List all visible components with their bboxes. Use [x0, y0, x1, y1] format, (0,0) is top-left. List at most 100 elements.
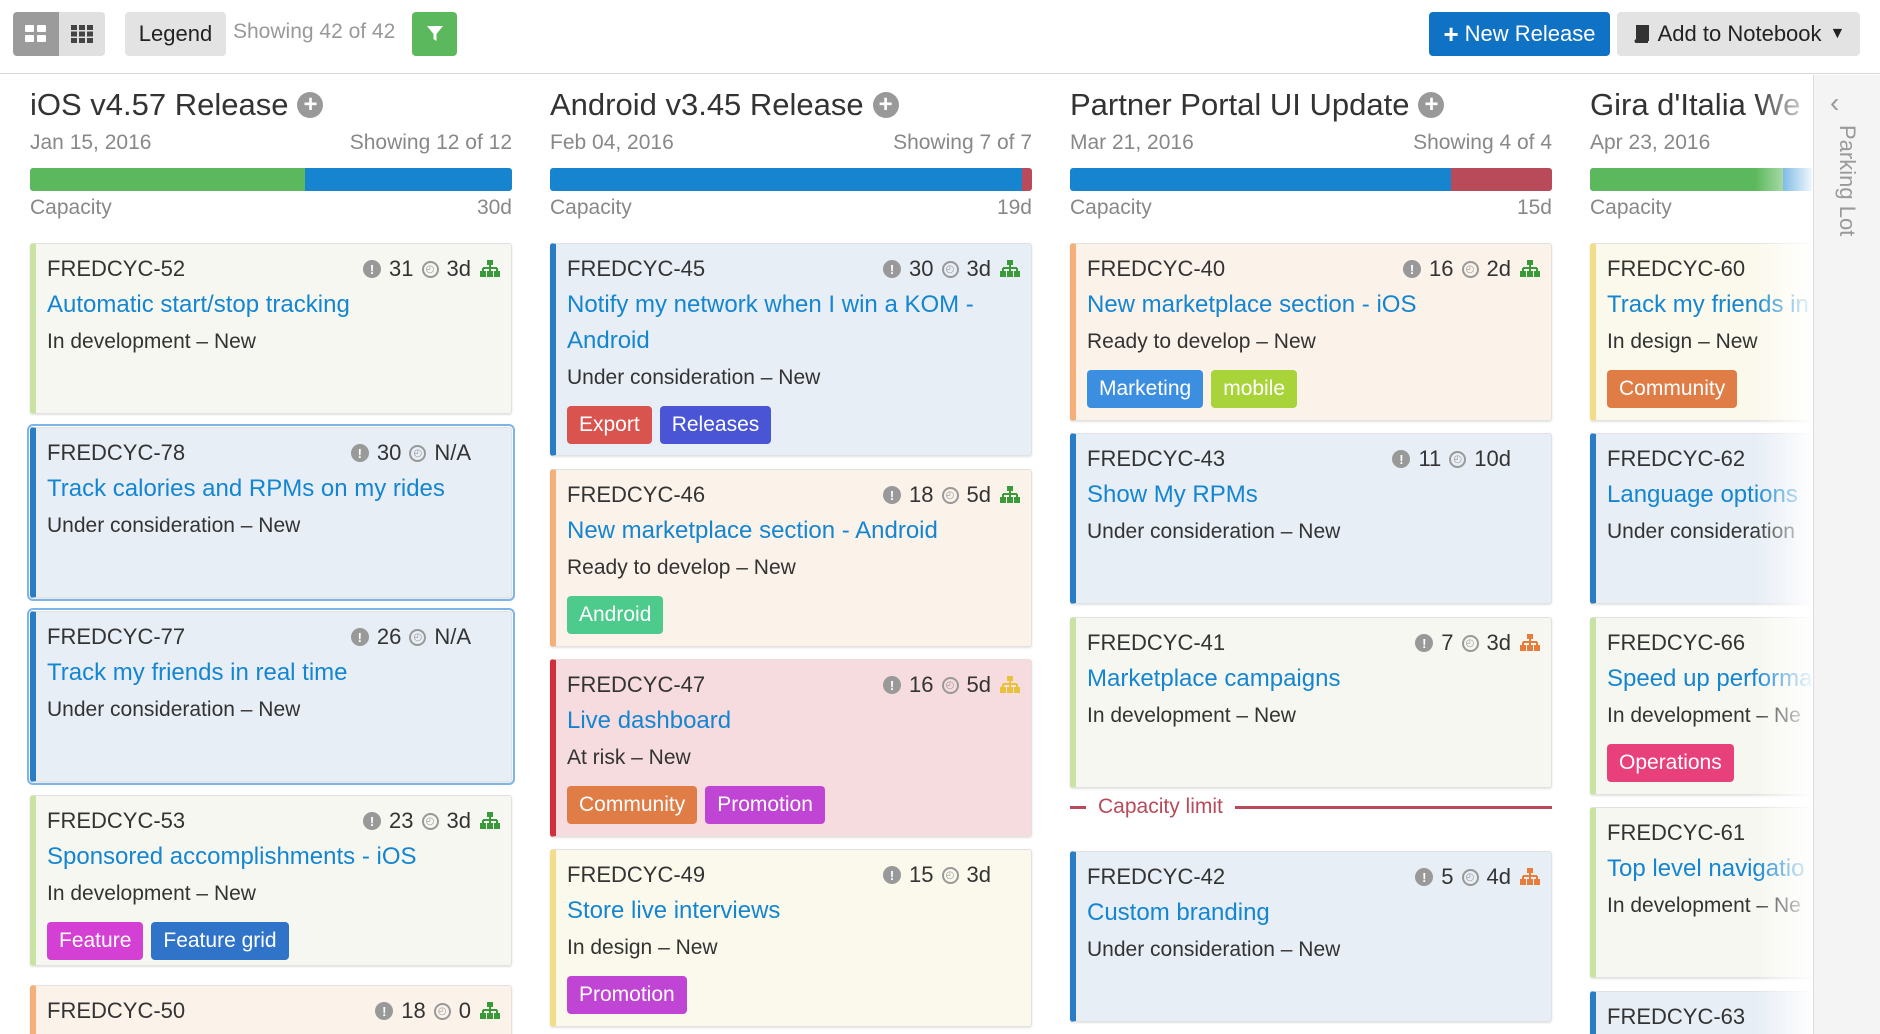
- card-score: 18: [401, 998, 426, 1023]
- release-showing: Showing 4 of 4: [1413, 131, 1552, 154]
- card-title[interactable]: New marketplace section - iOS: [1087, 291, 1417, 318]
- card-title[interactable]: Live dashboard: [567, 707, 732, 734]
- release-title[interactable]: Partner Portal UI Update +: [1070, 87, 1445, 123]
- feature-card[interactable]: FREDCYC-66 Speed up performa In developmen…: [1590, 617, 1812, 795]
- card-time: 10d: [1474, 446, 1511, 471]
- capacity-segment: [550, 168, 1023, 191]
- card-id[interactable]: FREDCYC-61: [1607, 820, 1746, 845]
- release-title[interactable]: Gira d'Italia We: [1590, 87, 1801, 122]
- release-column: iOS v4.57 Release + Jan 15, 2016 Showing …: [27, 75, 515, 1034]
- tag[interactable]: mobile: [1211, 370, 1298, 408]
- card-id[interactable]: FREDCYC-77: [47, 624, 186, 649]
- card-id[interactable]: FREDCYC-45: [567, 256, 706, 281]
- card-id[interactable]: FREDCYC-53: [47, 808, 186, 833]
- chevron-left-icon[interactable]: ‹: [1830, 87, 1840, 118]
- card-title[interactable]: Top level navigatio: [1607, 855, 1805, 882]
- feature-card[interactable]: FREDCYC-77! 26 ◴ N/A Track my friends in rea…: [27, 608, 515, 785]
- card-tags: Operations: [1607, 744, 1734, 782]
- card-title[interactable]: Notify my network when I win a KOM - And…: [567, 291, 974, 354]
- feature-card[interactable]: FREDCYC-41! 7 ◴ 3d Marketplace campaigns In d…: [1070, 617, 1552, 788]
- tag[interactable]: Export: [567, 406, 652, 444]
- card-time: N/A: [434, 440, 471, 465]
- card-title[interactable]: Track my friends in real time: [47, 659, 348, 686]
- card-time: 3d: [966, 862, 991, 887]
- card-id[interactable]: FREDCYC-41: [1087, 630, 1226, 655]
- card-title[interactable]: Speed up performa: [1607, 665, 1812, 692]
- tag[interactable]: Releases: [659, 406, 772, 444]
- legend-button[interactable]: Legend: [125, 12, 226, 56]
- feature-card[interactable]: FREDCYC-46! 18 ◴ 5d New marketplace section …: [550, 469, 1032, 647]
- tag[interactable]: Feature: [47, 922, 144, 960]
- card-id[interactable]: FREDCYC-46: [567, 482, 706, 507]
- card-title[interactable]: Language options: [1607, 481, 1798, 508]
- card-title[interactable]: Sponsored accomplishments - iOS: [47, 843, 417, 870]
- feature-card[interactable]: FREDCYC-49! 15 ◴ 3d Store live interviews In …: [550, 849, 1032, 1027]
- feature-card[interactable]: FREDCYC-62 Language options Under consider…: [1590, 433, 1812, 604]
- card-id[interactable]: FREDCYC-42: [1087, 864, 1226, 889]
- card-title[interactable]: Track my friends in: [1607, 291, 1809, 318]
- hierarchy-icon: [1520, 634, 1540, 651]
- tag[interactable]: Community: [567, 786, 698, 824]
- tag[interactable]: Operations: [1607, 744, 1734, 782]
- card-id[interactable]: FREDCYC-43: [1087, 446, 1226, 471]
- feature-card[interactable]: FREDCYC-61 Top level navigatio In developm…: [1590, 807, 1812, 978]
- card-id[interactable]: FREDCYC-63: [1607, 1004, 1746, 1029]
- card-id[interactable]: FREDCYC-78: [47, 440, 186, 465]
- feature-card[interactable]: FREDCYC-50! 18 ◴ 0: [30, 985, 512, 1034]
- clock-icon: ◴: [409, 628, 427, 646]
- grid-view-button[interactable]: [59, 12, 105, 56]
- release-title[interactable]: Android v3.45 Release +: [550, 87, 899, 123]
- add-to-notebook-button[interactable]: Add to Notebook ▼: [1617, 12, 1860, 56]
- card-id[interactable]: FREDCYC-62: [1607, 446, 1746, 471]
- tag[interactable]: Android: [567, 596, 664, 634]
- card-title[interactable]: Show My RPMs: [1087, 481, 1258, 508]
- card-title[interactable]: Track calories and RPMs on my rides: [47, 475, 445, 502]
- tag[interactable]: Marketing: [1087, 370, 1204, 408]
- feature-card[interactable]: FREDCYC-63: [1590, 991, 1812, 1034]
- card-title[interactable]: New marketplace section - Android: [567, 517, 938, 544]
- tag[interactable]: Promotion: [705, 786, 825, 824]
- card-id[interactable]: FREDCYC-50: [47, 998, 186, 1023]
- card-title[interactable]: Marketplace campaigns: [1087, 665, 1341, 692]
- new-release-button[interactable]: + New Release: [1429, 12, 1610, 56]
- new-release-label: New Release: [1464, 21, 1596, 46]
- feature-card[interactable]: FREDCYC-52! 31 ◴ 3d Automatic start/stop tra…: [30, 243, 512, 414]
- feature-card[interactable]: FREDCYC-78! 30 ◴ N/A Track calories and RPMs…: [27, 424, 515, 601]
- capacity-label: Capacity: [1590, 196, 1672, 219]
- card-id[interactable]: FREDCYC-52: [47, 256, 186, 281]
- card-title[interactable]: Store live interviews: [567, 897, 781, 924]
- feature-card[interactable]: FREDCYC-42! 5 ◴ 4d Custom branding Under cons…: [1070, 851, 1552, 1022]
- capacity-bar: [1070, 168, 1552, 191]
- add-feature-icon[interactable]: +: [1418, 92, 1445, 118]
- release-title[interactable]: iOS v4.57 Release +: [30, 87, 324, 123]
- card-id[interactable]: FREDCYC-66: [1607, 630, 1746, 655]
- card-view-button[interactable]: [13, 12, 59, 56]
- feature-card[interactable]: FREDCYC-45! 30 ◴ 3d Notify my network when I…: [550, 243, 1032, 456]
- parking-lot-panel[interactable]: ‹ Parking Lot: [1813, 75, 1880, 1034]
- feature-card[interactable]: FREDCYC-53 ! 23 ◴ 3d Sponsored accomplishment…: [30, 795, 512, 966]
- clock-icon: ◴: [433, 1002, 451, 1020]
- card-id[interactable]: FREDCYC-40: [1087, 256, 1226, 281]
- add-feature-icon[interactable]: +: [872, 92, 899, 118]
- tag[interactable]: Promotion: [567, 976, 687, 1014]
- card-title[interactable]: Custom branding: [1087, 899, 1270, 926]
- card-time: N/A: [434, 624, 471, 649]
- card-title[interactable]: Automatic start/stop tracking: [47, 291, 350, 318]
- card-id[interactable]: FREDCYC-49: [567, 862, 706, 887]
- tag[interactable]: Community: [1607, 370, 1738, 408]
- clock-icon: ◴: [409, 444, 427, 462]
- filter-button[interactable]: [412, 12, 457, 56]
- feature-card[interactable]: FREDCYC-60 Track my friends in In design –…: [1590, 243, 1812, 421]
- clock-icon: ◴: [1461, 634, 1479, 652]
- score-icon: !: [883, 486, 902, 504]
- card-id[interactable]: FREDCYC-60: [1607, 256, 1746, 281]
- add-feature-icon[interactable]: +: [297, 92, 324, 118]
- capacity-value: 15d: [1516, 196, 1552, 219]
- clock-icon: ◴: [941, 260, 959, 278]
- card-id[interactable]: FREDCYC-47: [567, 672, 706, 697]
- tag[interactable]: Feature grid: [151, 922, 289, 960]
- feature-card[interactable]: FREDCYC-47! 16 ◴ 5d Live dashboard At risk – …: [550, 659, 1032, 837]
- feature-card[interactable]: FREDCYC-43! 11 ◴ 10d Show My RPMs Under consi…: [1070, 433, 1552, 604]
- feature-card[interactable]: FREDCYC-40! 16 ◴ 2d New marketplace section …: [1070, 243, 1552, 421]
- card-meta: ! 23 ◴ 3d: [363, 808, 501, 834]
